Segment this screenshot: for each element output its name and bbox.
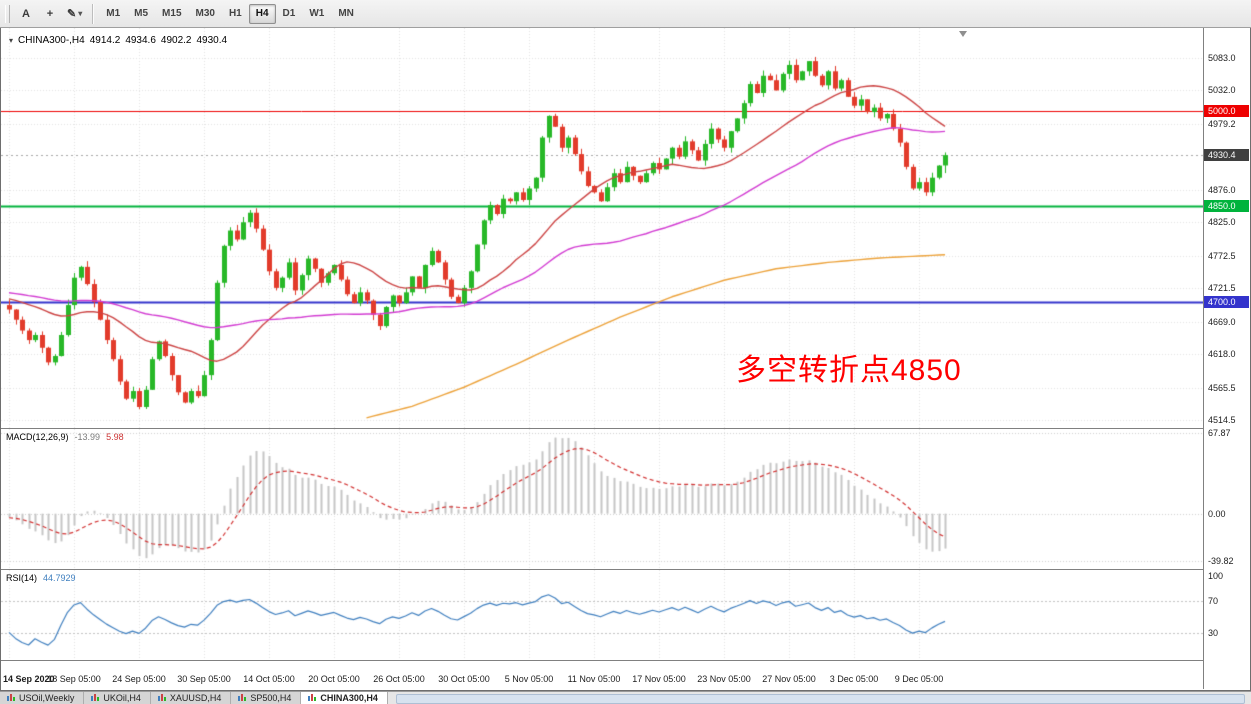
macd-indicator-label: MACD(12,26,9) -13.99 5.98 <box>6 432 124 442</box>
price-axis-label: 5083.0 <box>1208 52 1236 63</box>
price-axis-label: 4979.2 <box>1208 119 1236 130</box>
time-axis-label: 11 Nov 05:00 <box>567 674 621 684</box>
time-axis-label: 5 Nov 05:00 <box>504 674 554 684</box>
chart-icon <box>238 694 247 704</box>
chart-shift-marker[interactable] <box>959 31 967 37</box>
price-axis-label: 4514.5 <box>1208 415 1236 426</box>
chart-tab-label: USOil,Weekly <box>19 693 75 703</box>
timeframe-button-W1[interactable]: W1 <box>302 4 331 24</box>
symbol-period-label: CHINA300-,H4 <box>18 35 85 46</box>
time-axis-separator <box>1 660 1250 661</box>
macd-axis-label: 67.87 <box>1208 427 1231 438</box>
time-axis[interactable]: 14 Sep 2020 18 Sep 05:00 24 Sep 05:00 30 Se… <box>1 661 1203 689</box>
ohlc-low: 4902.2 <box>160 35 192 46</box>
chart-title: ▾ CHINA300-,H4 4914.2 4934.6 4902.2 4930… <box>9 35 227 46</box>
time-axis-label: 3 Dec 05:00 <box>829 674 879 684</box>
panel-separator-rsi[interactable] <box>1 569 1203 570</box>
rsi-axis-label: 70 <box>1208 595 1219 606</box>
chart-tab-CHINA300-H4[interactable]: CHINA300,H4 <box>301 692 388 704</box>
time-axis-label: 23 Nov 05:00 <box>697 674 751 684</box>
timeframe-button-M5[interactable]: M5 <box>127 4 155 24</box>
chart-tabs-bar: USOil,Weekly UKOil,H4 XAUUSD,H4 SP500,H4 CHI… <box>0 691 1251 704</box>
price-axis-label: 4618.0 <box>1208 349 1236 360</box>
timeframe-button-M30[interactable]: M30 <box>189 4 222 24</box>
rsi-axis-label: 30 <box>1208 627 1219 638</box>
time-axis-label: 30 Sep 05:00 <box>177 674 231 684</box>
timeframe-button-D1[interactable]: D1 <box>276 4 303 24</box>
hline-price-badge: 4700.0 <box>1204 295 1249 308</box>
price-axis-label: 4721.5 <box>1208 283 1236 294</box>
current-price-badge: 4930.4 <box>1204 149 1249 162</box>
macd-axis-label: 0.00 <box>1208 508 1226 519</box>
chart-tab-label: UKOil,H4 <box>103 693 141 703</box>
time-axis-label: 20 Oct 05:00 <box>308 674 360 684</box>
chart-tab-SP500-H4[interactable]: SP500,H4 <box>231 692 302 704</box>
ohlc-open: 4914.2 <box>89 35 121 46</box>
macd-title: MACD(12,26,9) <box>6 432 69 442</box>
hline-price-badge: 5000.0 <box>1204 104 1249 117</box>
macd-main-value: -13.99 <box>74 432 101 442</box>
time-axis-label: 30 Oct 05:00 <box>438 674 490 684</box>
macd-signal-value: 5.98 <box>106 432 124 442</box>
annotation-tool-button[interactable]: A <box>15 3 37 24</box>
price-axis-label: 4669.0 <box>1208 316 1236 327</box>
toolbar-grip[interactable] <box>5 4 10 23</box>
price-axis-label: 4876.0 <box>1208 184 1236 195</box>
chart-tab-UKOil-H4[interactable]: UKOil,H4 <box>84 692 151 704</box>
chart-tab-label: XAUUSD,H4 <box>169 693 222 703</box>
timeframe-button-M1[interactable]: M1 <box>99 4 127 24</box>
price-axis[interactable]: 5083.0 5032.0 4979.2 4876.0 4825.0 4772.5 4721… <box>1203 28 1250 689</box>
chevron-down-icon: ▾ <box>78 9 83 18</box>
time-axis-label: 18 Sep 05:00 <box>47 674 101 684</box>
price-axis-label: 4825.0 <box>1208 217 1236 228</box>
price-axis-label: 4772.5 <box>1208 250 1236 261</box>
tabbar-scrollbar[interactable] <box>395 694 1245 704</box>
chart-icon <box>308 694 317 704</box>
time-axis-label: 14 Oct 05:00 <box>243 674 295 684</box>
chart-icon <box>91 694 100 704</box>
chart-icon <box>157 694 166 704</box>
time-axis-label: 24 Sep 05:00 <box>112 674 166 684</box>
chart-tab-label: CHINA300,H4 <box>320 693 378 703</box>
rsi-panel-canvas[interactable] <box>1 570 1203 660</box>
chart-tab-XAUUSD-H4[interactable]: XAUUSD,H4 <box>150 692 232 704</box>
macd-axis-label: -39.82 <box>1208 556 1234 567</box>
price-axis-label: 4565.5 <box>1208 382 1236 393</box>
symbol-marker-icon: ▾ <box>9 36 14 45</box>
macd-panel-canvas[interactable] <box>1 429 1203 569</box>
rsi-title: RSI(14) <box>6 573 38 583</box>
chart-window: ▾ CHINA300-,H4 4914.2 4934.6 4902.2 4930… <box>0 28 1251 691</box>
time-axis-label: 14 Sep 2020 <box>3 674 55 684</box>
time-axis-label: 9 Dec 05:00 <box>894 674 944 684</box>
timeframe-button-H1[interactable]: H1 <box>222 4 249 24</box>
timeframe-group: M1 M5 M15 M30 H1 H4 D1 W1 MN <box>99 3 361 24</box>
timeframe-button-MN[interactable]: MN <box>331 4 361 24</box>
chart-tab-USOil-Weekly[interactable]: USOil,Weekly <box>0 692 85 704</box>
hline-price-badge: 4850.0 <box>1204 200 1249 213</box>
time-axis-label: 27 Nov 05:00 <box>762 674 816 684</box>
toolbar: A + ✎ ▾ M1 M5 M15 M30 H1 H4 D1 W1 MN <box>0 0 1251 28</box>
toolbar-separator <box>92 3 95 24</box>
chart-annotation-text[interactable]: 多空转折点4850 <box>736 354 962 387</box>
rsi-axis-label: 100 <box>1208 571 1224 582</box>
timeframe-button-H4[interactable]: H4 <box>248 3 276 24</box>
price-chart-canvas[interactable] <box>1 28 1203 428</box>
ohlc-close: 4930.4 <box>196 35 228 46</box>
price-axis-label: 5032.0 <box>1208 85 1236 96</box>
time-axis-label: 17 Nov 05:00 <box>632 674 686 684</box>
chart-tab-label: SP500,H4 <box>250 693 292 703</box>
crosshair-tool-button[interactable]: + <box>39 3 61 24</box>
pencil-icon: ✎ <box>67 8 77 20</box>
rsi-value: 44.7929 <box>43 573 76 583</box>
timeframe-button-M15[interactable]: M15 <box>155 4 188 24</box>
time-axis-label: 26 Oct 05:00 <box>373 674 425 684</box>
rsi-indicator-label: RSI(14) 44.7929 <box>6 573 76 583</box>
chart-icon <box>7 694 15 704</box>
drawing-tools-dropdown[interactable]: ✎ ▾ <box>63 3 86 24</box>
panel-separator-macd[interactable] <box>1 428 1203 429</box>
ohlc-high: 4934.6 <box>125 35 156 46</box>
